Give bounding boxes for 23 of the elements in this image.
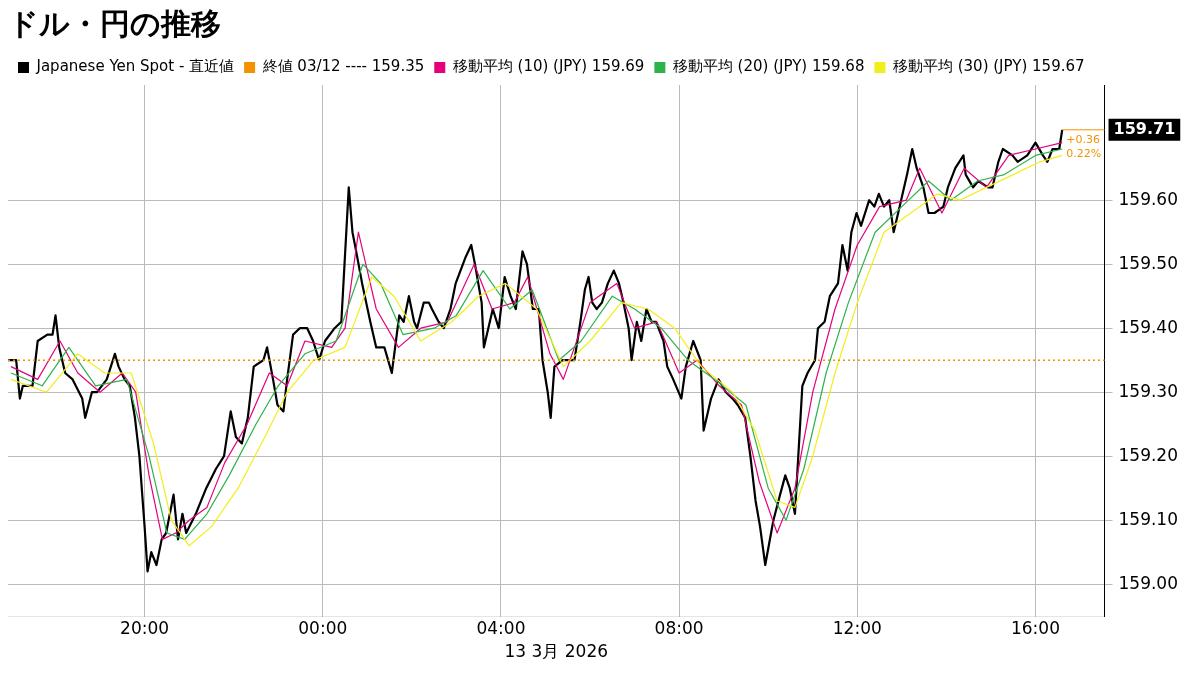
x-tick-label: 08:00 bbox=[654, 617, 704, 638]
x-axis-title: 13 3月 2026 bbox=[504, 641, 609, 662]
x-tick-label: 00:00 bbox=[298, 617, 348, 638]
x-tick-label: 16:00 bbox=[1010, 617, 1060, 638]
chart-title: ドル・円の推移 bbox=[8, 5, 221, 41]
y-tick-label: 159.60 bbox=[1118, 188, 1178, 209]
legend-label: 終値 03/12 ---- 159.35 bbox=[261, 57, 425, 76]
legend-label: 移動平均 (20) (JPY) 159.68 bbox=[672, 57, 865, 76]
y-tick-label: 159.50 bbox=[1118, 252, 1178, 273]
legend-label: 移動平均 (10) (JPY) 159.69 bbox=[452, 57, 645, 76]
x-tick-label: 12:00 bbox=[832, 617, 882, 638]
y-tick-label: 159.00 bbox=[1118, 572, 1178, 593]
y-tick-label: 159.30 bbox=[1118, 380, 1178, 401]
legend-label: 移動平均 (30) (JPY) 159.67 bbox=[892, 57, 1085, 76]
annotation: 0.22% bbox=[1066, 146, 1102, 160]
x-tick-label: 20:00 bbox=[120, 617, 170, 638]
y-tick-label: 159.10 bbox=[1118, 508, 1178, 529]
y-tick-label: 159.40 bbox=[1118, 316, 1178, 337]
legend-label: Japanese Yen Spot - 直近値 bbox=[35, 57, 235, 76]
annotation: +0.36 bbox=[1066, 132, 1100, 146]
y-tick-label: 159.20 bbox=[1118, 444, 1178, 465]
x-tick-label: 04:00 bbox=[476, 617, 526, 638]
annotation: 159.71 bbox=[1113, 118, 1176, 138]
